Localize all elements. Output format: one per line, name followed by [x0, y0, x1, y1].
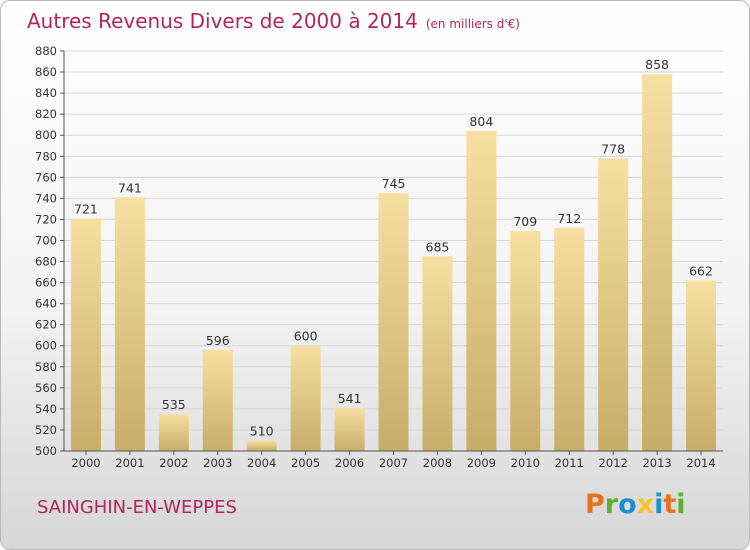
x-tick-label: 2003: [203, 456, 232, 470]
bar-2001: [114, 197, 145, 451]
location-label: SAINGHIN-EN-WEPPES: [37, 497, 237, 518]
x-tick-label: 2004: [247, 456, 276, 470]
logo-letter: r: [604, 489, 619, 520]
data-label-2010: 709: [513, 214, 537, 229]
x-tick-label: 2009: [467, 456, 496, 470]
y-tick-label: 760: [35, 170, 57, 184]
bar-2011: [554, 227, 585, 451]
data-label-2007: 745: [382, 176, 406, 191]
logo-letter: P: [585, 489, 605, 520]
y-tick-label: 660: [35, 276, 57, 290]
x-tick-label: 2008: [423, 456, 452, 470]
bar-2000: [70, 218, 101, 451]
logo-letter: i: [676, 489, 686, 520]
data-label-2011: 712: [557, 211, 581, 226]
data-label-2009: 804: [469, 114, 493, 129]
x-tick-label: 2005: [291, 456, 320, 470]
bar-2009: [466, 131, 497, 451]
logo-letter: t: [663, 489, 677, 520]
data-label-2012: 778: [601, 141, 625, 156]
bar-2013: [642, 74, 673, 451]
y-tick-label: 500: [35, 444, 57, 458]
logo-letter: o: [618, 489, 637, 520]
data-label-2000: 721: [74, 201, 98, 216]
data-label-2013: 858: [645, 57, 669, 72]
data-label-2014: 662: [689, 263, 713, 278]
y-tick-label: 580: [35, 360, 57, 374]
axes: 500 520 540 560 580 600 620 640 660 680 700 720 740 7…: [35, 44, 723, 470]
logo-letter: i: [654, 489, 664, 520]
y-tick-label: 840: [35, 86, 57, 100]
x-tick-label: 2013: [642, 456, 671, 470]
x-tick-label: 2001: [115, 456, 144, 470]
bar-2002: [158, 414, 189, 451]
data-label-2003: 596: [206, 333, 230, 348]
bar-2010: [510, 231, 541, 451]
x-tick-label: 2006: [335, 456, 364, 470]
data-label-2004: 510: [250, 423, 274, 438]
data-label-2005: 600: [294, 329, 318, 344]
chart-title-text: Autres Revenus Divers de 2000 à 2014: [27, 9, 418, 33]
chart-subtitle: (en milliers d'€): [425, 17, 520, 31]
y-tick-label: 800: [35, 128, 57, 142]
y-tick-label: 720: [35, 212, 57, 226]
bar-2014: [686, 280, 717, 451]
data-label-2002: 535: [162, 397, 186, 412]
bar-2008: [422, 256, 453, 451]
y-tick-label: 640: [35, 297, 57, 311]
x-tick-label: 2002: [159, 456, 188, 470]
bar-2006: [334, 407, 365, 451]
y-tick-label: 520: [35, 423, 57, 437]
bar-2003: [202, 349, 233, 451]
y-tick-label: 860: [35, 65, 57, 79]
bar-2004: [246, 440, 277, 451]
x-tick-label: 2010: [511, 456, 540, 470]
chart-title: Autres Revenus Divers de 2000 à 2014 (en …: [27, 9, 520, 33]
data-label-2008: 685: [426, 239, 450, 254]
y-tick-label: 680: [35, 255, 57, 269]
y-tick-label: 540: [35, 402, 57, 416]
y-tick-label: 700: [35, 233, 57, 247]
bars: 721 741 535 596 510 600 541 745 685 804 709 712 778 8…: [70, 57, 717, 452]
logo-letter: x: [636, 489, 655, 520]
data-label-2001: 741: [118, 180, 142, 195]
x-tick-label: 2012: [599, 456, 628, 470]
bar-2007: [378, 193, 409, 451]
y-tick-label: 780: [35, 149, 57, 163]
y-tick-label: 600: [35, 339, 57, 353]
proxiti-logo: Proxiti: [585, 489, 686, 520]
y-tick-label: 820: [35, 107, 57, 121]
y-tick-label: 560: [35, 381, 57, 395]
y-tick-label: 740: [35, 191, 57, 205]
x-tick-label: 2014: [686, 456, 715, 470]
bar-2012: [598, 158, 629, 452]
y-tick-label: 880: [35, 44, 57, 58]
x-tick-label: 2011: [555, 456, 584, 470]
bar-2005: [290, 345, 321, 451]
x-tick-label: 2000: [71, 456, 100, 470]
x-tick-label: 2007: [379, 456, 408, 470]
y-tick-label: 620: [35, 318, 57, 332]
data-label-2006: 541: [338, 391, 362, 406]
